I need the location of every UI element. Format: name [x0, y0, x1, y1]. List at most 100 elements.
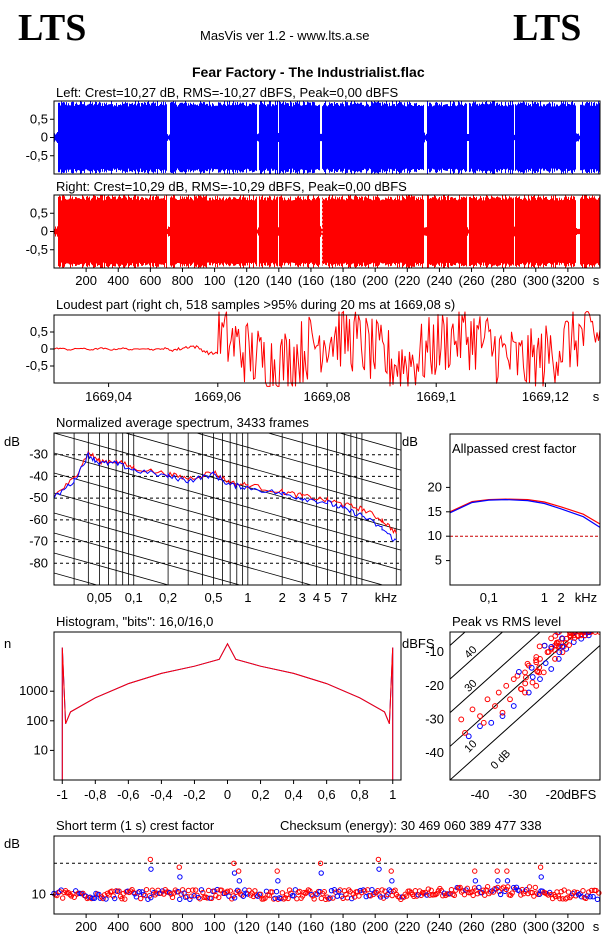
logo-right: LTS: [513, 7, 582, 49]
peak-vs-rms-point-red: [458, 716, 465, 723]
short-term-crest-point: [379, 887, 385, 893]
loudest-part-tick-label: 1669,08: [304, 389, 351, 404]
short-term-crest-point: [291, 893, 297, 899]
short-term-crest-peak-point: [148, 866, 154, 872]
histogram-tick-label: -0,2: [183, 787, 205, 802]
allpassed-crest-series-blue: [449, 498, 601, 528]
peak-vs-rms-point-red: [514, 672, 521, 679]
loudest-part-tick-label: 0: [41, 341, 48, 356]
spectrum-tick-label: 3: [299, 590, 306, 605]
short-term-crest-point: [143, 886, 150, 893]
spectrum-slope-line: [195, 433, 401, 491]
loudest-part-tick-label: 1669,12: [522, 389, 569, 404]
short-term-crest-point: [401, 894, 407, 900]
peak-vs-rms-tick-label: -10: [425, 644, 444, 659]
short-term-crest-point: [587, 893, 593, 900]
peak-vs-rms-point: [529, 674, 536, 680]
short-term-crest-point: [246, 887, 252, 893]
short-term-crest-point: [311, 896, 317, 902]
spectrum-tick-label: -70: [29, 534, 48, 549]
waveform-x-tick-label: (280: [491, 273, 517, 288]
peak-vs-rms-point-blue: [537, 676, 543, 682]
spectrum-tick-label: 0,2: [159, 590, 177, 605]
short-term-crest-point: [229, 896, 235, 902]
histogram-series-blue: [61, 642, 394, 780]
short-term-crest-point: [104, 890, 111, 897]
short-term-crest-point: [168, 891, 174, 897]
waveform-x-tick-label: (120: [234, 273, 260, 288]
peak-vs-rms-point: [541, 642, 548, 649]
peak-vs-rms-point-red: [480, 719, 487, 726]
peak-vs-rms-tick-label: -30: [508, 787, 527, 802]
logo-left: LTS: [18, 7, 87, 49]
right-waveform-tick-label: 0: [41, 224, 48, 239]
app-title: MasVis ver 1.2 - www.lts.a.se: [200, 28, 370, 43]
spectrum-slope-line: [54, 653, 401, 750]
short-term-crest-point: [239, 892, 245, 898]
short-term-crest-point: [428, 887, 434, 894]
short-term-crest-point: [71, 894, 77, 900]
peak-vs-rms-diagonal: [450, 632, 541, 714]
short-term-crest-point: [496, 888, 502, 895]
short-term-crest-point: [532, 884, 538, 891]
loudest-part-tick-label: 1669,06: [194, 389, 241, 404]
peak-vs-rms-point: [551, 647, 558, 654]
short-term-crest-point: [596, 890, 602, 896]
loudest-part-unit: s: [593, 389, 600, 404]
peak-vs-rms-point-blue: [525, 689, 532, 696]
peak-vs-rms-point: [559, 643, 566, 650]
peak-vs-rms-frame: [449, 631, 601, 781]
histogram-tick-label: -0,8: [84, 787, 106, 802]
peak-vs-rms-point-blue: [499, 713, 506, 719]
short-term-crest-x-tick-label: 600: [140, 919, 162, 934]
peak-vs-rms-point: [577, 632, 584, 635]
short-term-crest-point: [185, 887, 192, 894]
short-term-crest-peak-point: [389, 878, 395, 884]
short-term-crest-point: [129, 887, 135, 893]
short-term-crest-point: [356, 893, 362, 899]
short-term-crest-point: [211, 888, 218, 894]
loudest-part-title: Loudest part (right ch, 518 samples >95%…: [56, 297, 455, 312]
peak-vs-rms-points: [458, 632, 600, 740]
short-term-crest-x-tick-label: (200: [362, 919, 388, 934]
spectrum-tick-label: 2: [279, 590, 286, 605]
histogram-tick-label: -0,6: [117, 787, 139, 802]
short-term-crest-point: [240, 893, 247, 899]
peak-vs-rms-point-red: [484, 696, 491, 703]
short-term-crest-point: [552, 893, 559, 900]
waveform-x-tick-label: 400: [107, 273, 129, 288]
spectrum-tick-label: 7: [341, 590, 348, 605]
short-term-crest-point: [497, 891, 504, 898]
short-term-crest-point: [138, 895, 144, 902]
short-term-crest-peak-point: [472, 868, 478, 874]
short-term-crest-peak-point: [318, 870, 324, 876]
short-term-crest-point: [112, 895, 118, 902]
peak-vs-rms-point: [533, 654, 540, 660]
allpassed-crest-ylabel: dB: [402, 434, 418, 449]
short-term-crest-point: [216, 894, 222, 901]
spectrum-tick-label: -50: [29, 490, 48, 505]
short-term-crest-point: [390, 888, 397, 895]
allpassed-crest-tick-label: 20: [428, 479, 442, 494]
short-term-crest-title: Short term (1 s) crest factor: [56, 818, 215, 833]
short-term-crest-point: [286, 887, 293, 893]
short-term-crest-x-tick-label: (240: [426, 919, 452, 934]
short-term-crest-x-tick-label: 400: [107, 919, 129, 934]
spectrum-tick-label: 4: [313, 590, 320, 605]
spectrum-tick-label: -40: [29, 468, 48, 483]
peak-vs-rms-title: Peak vs RMS level: [452, 614, 561, 629]
allpassed-crest-tick-label: 10: [428, 528, 442, 543]
short-term-crest-point: [434, 890, 440, 897]
short-term-crest-peak-point: [317, 860, 324, 866]
histogram-tick-label: 100: [26, 713, 48, 728]
short-term-crest-point: [461, 891, 468, 898]
peak-vs-rms-point-red: [522, 689, 528, 696]
short-term-crest-point: [297, 888, 303, 895]
peak-vs-rms-point: [552, 632, 559, 639]
short-term-crest-tick-label: 10: [32, 887, 46, 902]
short-term-crest-point: [580, 888, 586, 894]
peak-vs-rms-diag-label: 10: [462, 738, 479, 755]
short-term-crest-point: [302, 890, 309, 897]
short-term-crest-point: [273, 888, 280, 895]
peak-vs-rms-point: [542, 660, 549, 667]
